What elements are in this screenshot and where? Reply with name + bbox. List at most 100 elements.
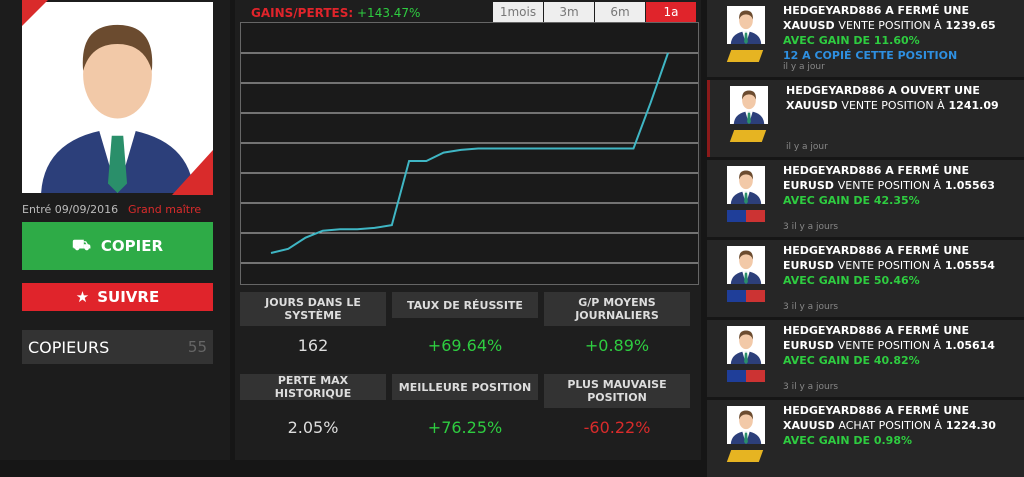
feed-item[interactable]: HEDGEYARD886 A FERMÉ UNE XAUUSD VENTE POS… <box>707 0 1024 77</box>
headline: HEDGEYARD886 A OUVERT UNE <box>786 84 980 97</box>
price: 1.05614 <box>944 339 995 352</box>
headline: HEDGEYARD886 A FERMÉ UNE <box>783 324 969 337</box>
trader-avatar <box>727 326 765 364</box>
copiers-label: COPIEURS <box>28 338 110 357</box>
headline: HEDGEYARD886 A FERMÉ UNE <box>783 164 969 177</box>
main-panel: GAINS/PERTES: +143.47% 1mois 3m 6m 1a JOURS … <box>235 0 701 460</box>
rank: Grand maître <box>128 203 202 216</box>
time: 3 il y a jours <box>783 222 839 232</box>
trader-avatar <box>730 86 768 124</box>
copiers-count: 55 <box>187 338 207 356</box>
period-tab[interactable]: 3m <box>544 2 594 22</box>
stat-label: TAUX DE RÉUSSITE <box>392 292 538 318</box>
price: 1241.09 <box>948 99 999 112</box>
trader-avatar <box>727 166 765 204</box>
avatar <box>22 0 213 195</box>
symbol: EURUSD <box>783 179 834 192</box>
symbol: XAUUSD <box>786 99 838 112</box>
stat-label: PERTE MAX HISTORIQUE <box>240 374 386 400</box>
headline: HEDGEYARD886 A FERMÉ UNE <box>783 244 969 257</box>
asset-icon <box>727 210 765 222</box>
action: VENTE POSITION À <box>838 19 942 32</box>
stat-value: +69.64% <box>427 336 503 355</box>
asset-icon <box>729 130 767 142</box>
gains-value: +143.47% <box>357 6 421 20</box>
trader-avatar <box>727 6 765 44</box>
position-line: EURUSD VENTE POSITION À 1.05554 <box>783 258 1023 273</box>
stat-value: +76.25% <box>427 418 503 437</box>
feed-item[interactable]: HEDGEYARD886 A OUVERT UNE XAUUSD VENTE PO… <box>707 80 1024 157</box>
joined-date: Entré 09/09/2016 <box>22 203 119 216</box>
stat-value: +0.89% <box>584 336 650 355</box>
stat-value: 162 <box>297 336 329 355</box>
headline: HEDGEYARD886 A FERMÉ UNE <box>783 404 969 417</box>
time: 3 il y a jours <box>783 382 839 392</box>
position-line: XAUUSD VENTE POSITION À 1239.65 <box>783 18 1023 33</box>
feed-item[interactable]: HEDGEYARD886 A FERMÉ UNE XAUUSD ACHAT POS… <box>707 400 1024 477</box>
trader-avatar <box>727 406 765 444</box>
asset-icon <box>727 370 765 382</box>
stat-label: G/P MOYENS JOURNALIERS <box>544 292 690 326</box>
copy-label: COPIER <box>100 237 163 255</box>
period-tab[interactable]: 6m <box>595 2 645 22</box>
asset-icon <box>726 450 764 462</box>
performance-line <box>270 52 669 254</box>
stat-value: 2.05% <box>287 418 339 437</box>
symbol: EURUSD <box>783 339 834 352</box>
action: VENTE POSITION À <box>837 259 942 272</box>
time: 3 il y a jours <box>783 302 839 312</box>
period-tab[interactable]: 1mois <box>493 2 543 22</box>
symbol: XAUUSD <box>783 419 835 432</box>
gain: AVEC GAIN DE 40.82% <box>783 354 920 367</box>
price: 1224.30 <box>945 419 996 432</box>
feed-text: HEDGEYARD886 A FERMÉ UNE EURUSD VENTE POS… <box>783 323 1023 368</box>
symbol: XAUUSD <box>783 19 835 32</box>
action: VENTE POSITION À <box>841 99 945 112</box>
stat-label: JOURS DANS LE SYSTÈME <box>240 292 386 326</box>
feed-text: HEDGEYARD886 A FERMÉ UNE EURUSD VENTE POS… <box>783 243 1023 288</box>
follow-label: SUIVRE <box>97 288 160 306</box>
headline: HEDGEYARD886 A FERMÉ UNE <box>783 4 969 17</box>
feed-text: HEDGEYARD886 A FERMÉ UNE XAUUSD ACHAT POS… <box>783 403 1023 448</box>
feed-item[interactable]: HEDGEYARD886 A FERMÉ UNE EURUSD VENTE POS… <box>707 240 1024 317</box>
symbol: EURUSD <box>783 259 834 272</box>
trader-avatar <box>727 246 765 284</box>
position-line: XAUUSD ACHAT POSITION À 1224.30 <box>783 418 1023 433</box>
price: 1239.65 <box>945 19 996 32</box>
feed-text: HEDGEYARD886 A FERMÉ UNE XAUUSD VENTE POS… <box>783 3 1023 63</box>
stat-value: -60.22% <box>583 418 651 437</box>
period-tab[interactable]: 1a <box>646 2 696 22</box>
stat-label: PLUS MAUVAISE POSITION <box>544 374 690 408</box>
price: 1.05563 <box>944 179 995 192</box>
feed-item[interactable]: HEDGEYARD886 A FERMÉ UNE EURUSD VENTE POS… <box>707 160 1024 237</box>
gain: AVEC GAIN DE 11.60% <box>783 34 920 47</box>
gains-label: GAINS/PERTES: <box>251 6 354 20</box>
chart-area <box>240 22 699 285</box>
gain: AVEC GAIN DE 42.35% <box>783 194 920 207</box>
copies: 12 A COPIÉ CETTE POSITION <box>783 49 958 62</box>
chart <box>241 52 698 264</box>
stat-label: MEILLEURE POSITION <box>392 374 538 400</box>
follow-button[interactable]: ★ SUIVRE <box>22 283 213 311</box>
copy-button[interactable]: ⛟ COPIER <box>22 222 213 270</box>
feed-text: HEDGEYARD886 A FERMÉ UNE EURUSD VENTE POS… <box>783 163 1023 208</box>
action: VENTE POSITION À <box>837 339 942 352</box>
copiers-box: COPIEURS 55 <box>22 330 213 364</box>
action: ACHAT POSITION À <box>838 419 942 432</box>
feed-item[interactable]: HEDGEYARD886 A FERMÉ UNE EURUSD VENTE POS… <box>707 320 1024 397</box>
position-line: EURUSD VENTE POSITION À 1.05614 <box>783 338 1023 353</box>
gain: AVEC GAIN DE 0.98% <box>783 434 913 447</box>
grid <box>241 52 698 264</box>
time: il y a jour <box>783 62 825 72</box>
asset-icon <box>727 290 765 302</box>
feed-text: HEDGEYARD886 A OUVERT UNE XAUUSD VENTE PO… <box>786 83 1024 113</box>
time: il y a jour <box>786 142 828 152</box>
price: 1.05554 <box>944 259 995 272</box>
sidebar: Entré 09/09/2016 Grand maître ⛟ COPIER ★ S… <box>0 0 230 460</box>
position-line: EURUSD VENTE POSITION À 1.05563 <box>783 178 1023 193</box>
gain: AVEC GAIN DE 50.46% <box>783 274 920 287</box>
copy-icon: ⛟ <box>71 236 91 254</box>
asset-icon <box>726 50 764 62</box>
position-line: XAUUSD VENTE POSITION À 1241.09 <box>786 98 1024 113</box>
